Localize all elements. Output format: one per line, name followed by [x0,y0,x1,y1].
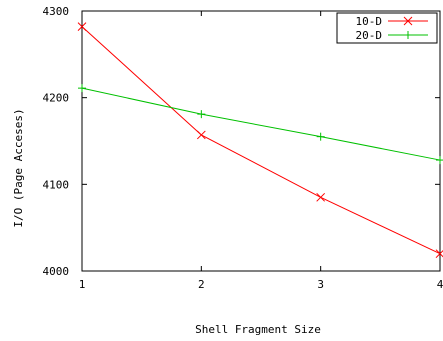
y-tick-label: 4300 [43,5,70,18]
x-tick-label: 1 [79,278,86,291]
series-layer [77,22,443,259]
y-tick-label: 4100 [43,178,70,191]
x-axis-label: Shell Fragment Size [195,323,321,336]
x-axis-ticks: 1 2 3 4 [79,11,443,291]
data-point-marker [77,22,87,31]
y-tick-label: 4000 [43,265,70,278]
series-line [81,26,441,255]
x-tick-label: 3 [317,278,324,291]
data-point-marker [196,130,206,140]
x-tick-label: 2 [198,278,205,291]
plot-frame [81,10,441,272]
y-tick-label: 4200 [43,92,70,105]
data-point-marker [316,192,326,202]
legend-marker [403,16,413,26]
legend-label: 20-D [356,29,383,42]
legend-label: 10-D [356,15,383,28]
series-10-d [77,22,443,259]
series-line [81,87,441,161]
y-axis-label: I/O (Page Acceses) [12,108,25,227]
y-axis-ticks: 4000 4100 4200 4300 [43,5,440,278]
legend: 10-D20-D [336,12,438,44]
x-tick-label: 4 [437,278,443,291]
legend-box [336,12,438,44]
series-20-d [78,84,443,165]
